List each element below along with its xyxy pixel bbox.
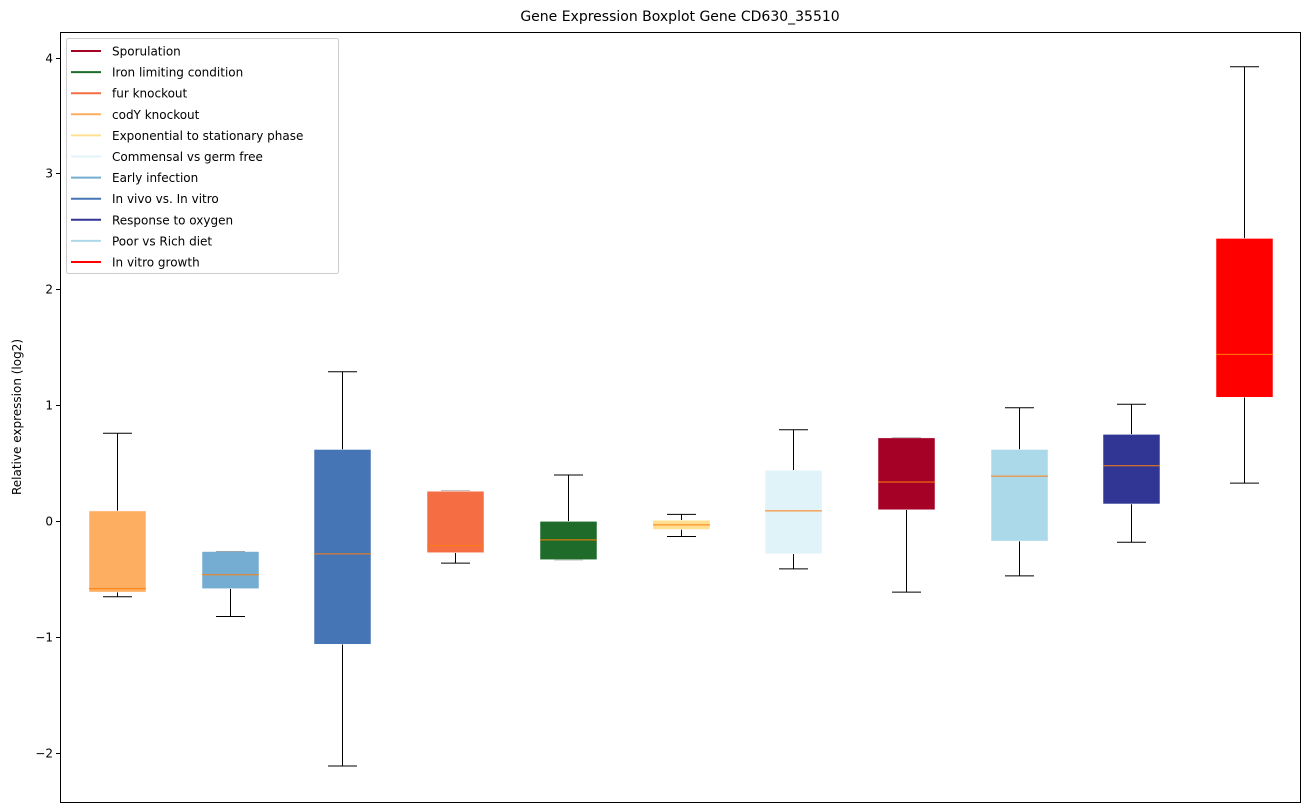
box-8: [877, 437, 936, 593]
box-body: [426, 490, 485, 553]
legend-label: Commensal vs germ free: [112, 150, 263, 164]
box-body: [313, 449, 372, 645]
y-tick-label: 0: [45, 515, 53, 529]
chart-title: Gene Expression Boxplot Gene CD630_35510: [520, 9, 839, 25]
box-body: [990, 449, 1049, 542]
y-tick-label: 3: [45, 167, 53, 181]
box-body: [877, 437, 936, 511]
legend-label: In vivo vs. In vitro: [112, 192, 219, 206]
plot-frame: [60, 32, 1301, 803]
legend-label: Exponential to stationary phase: [112, 129, 303, 143]
legend-label: Poor vs Rich diet: [112, 234, 212, 248]
legend-label: fur knockout: [112, 87, 188, 101]
box-3: [313, 371, 372, 767]
legend-label: codY knockout: [112, 108, 200, 122]
box-body: [1215, 238, 1274, 398]
box-body: [539, 521, 598, 560]
y-tick-label: −1: [35, 631, 53, 645]
box-7: [764, 429, 823, 570]
y-tick-label: −2: [35, 747, 53, 761]
legend: Sporulation Iron limiting condition fur kn…: [66, 38, 339, 274]
box-1: [88, 432, 147, 598]
y-tick-label: 2: [45, 283, 53, 297]
box-4: [426, 490, 485, 564]
box-5: [539, 474, 598, 561]
legend-label: Response to oxygen: [112, 213, 233, 227]
legend-label: Sporulation: [112, 45, 181, 59]
legend-label: Early infection: [112, 171, 198, 185]
box-2: [201, 551, 260, 617]
legend-label: In vitro growth: [112, 256, 200, 270]
box-10: [1102, 403, 1161, 543]
box-11: [1215, 66, 1274, 484]
legend-label: Iron limiting condition: [112, 66, 243, 80]
box-body: [764, 470, 823, 555]
box-6: [652, 513, 711, 537]
y-axis-label: Relative expression (log2): [10, 339, 24, 495]
box-9: [990, 407, 1049, 577]
box-body: [201, 551, 260, 589]
boxes: [88, 66, 1274, 767]
box-body: [88, 510, 147, 593]
y-tick-label: 1: [45, 399, 53, 413]
y-tick-label: 4: [45, 52, 53, 66]
y-axis: −2 −1 0 1 2 3 4: [35, 52, 60, 761]
box-body: [1102, 434, 1161, 505]
legend-frame: [66, 38, 339, 274]
